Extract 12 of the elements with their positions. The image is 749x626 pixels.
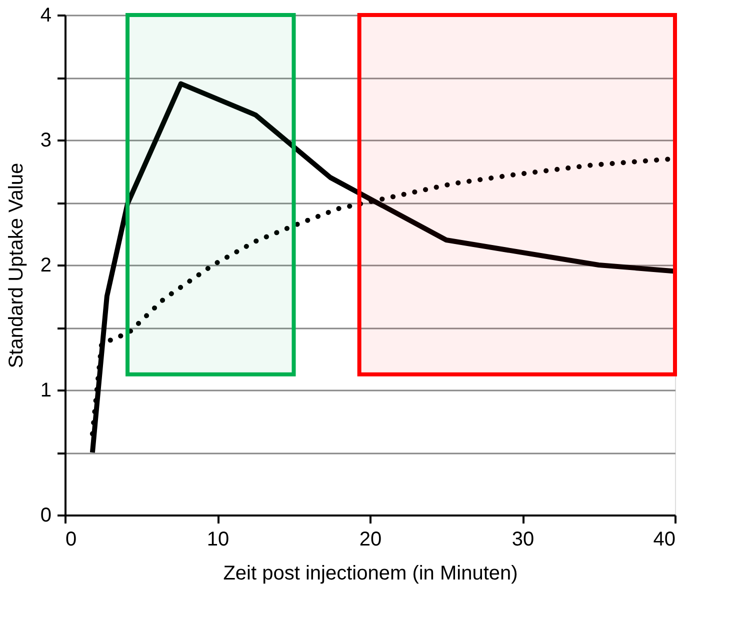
x-tick-label: 0	[66, 528, 77, 550]
x-tick-label: 30	[512, 528, 534, 550]
x-tick-label: 10	[206, 528, 230, 550]
y-tick-label: 4	[40, 4, 52, 26]
y-tick-label: 0	[40, 504, 52, 526]
y-tick-label: 3	[40, 130, 52, 152]
y-tick-label: 1	[40, 380, 52, 402]
x-tick-label: 20	[359, 528, 382, 550]
y-axis-title: Standard Uptake Value	[5, 162, 28, 368]
y-tick-label: 2	[40, 254, 52, 276]
x-axis-title: Zeit post injectionem (in Minuten)	[223, 562, 518, 584]
x-tick-label: 40	[653, 528, 676, 550]
